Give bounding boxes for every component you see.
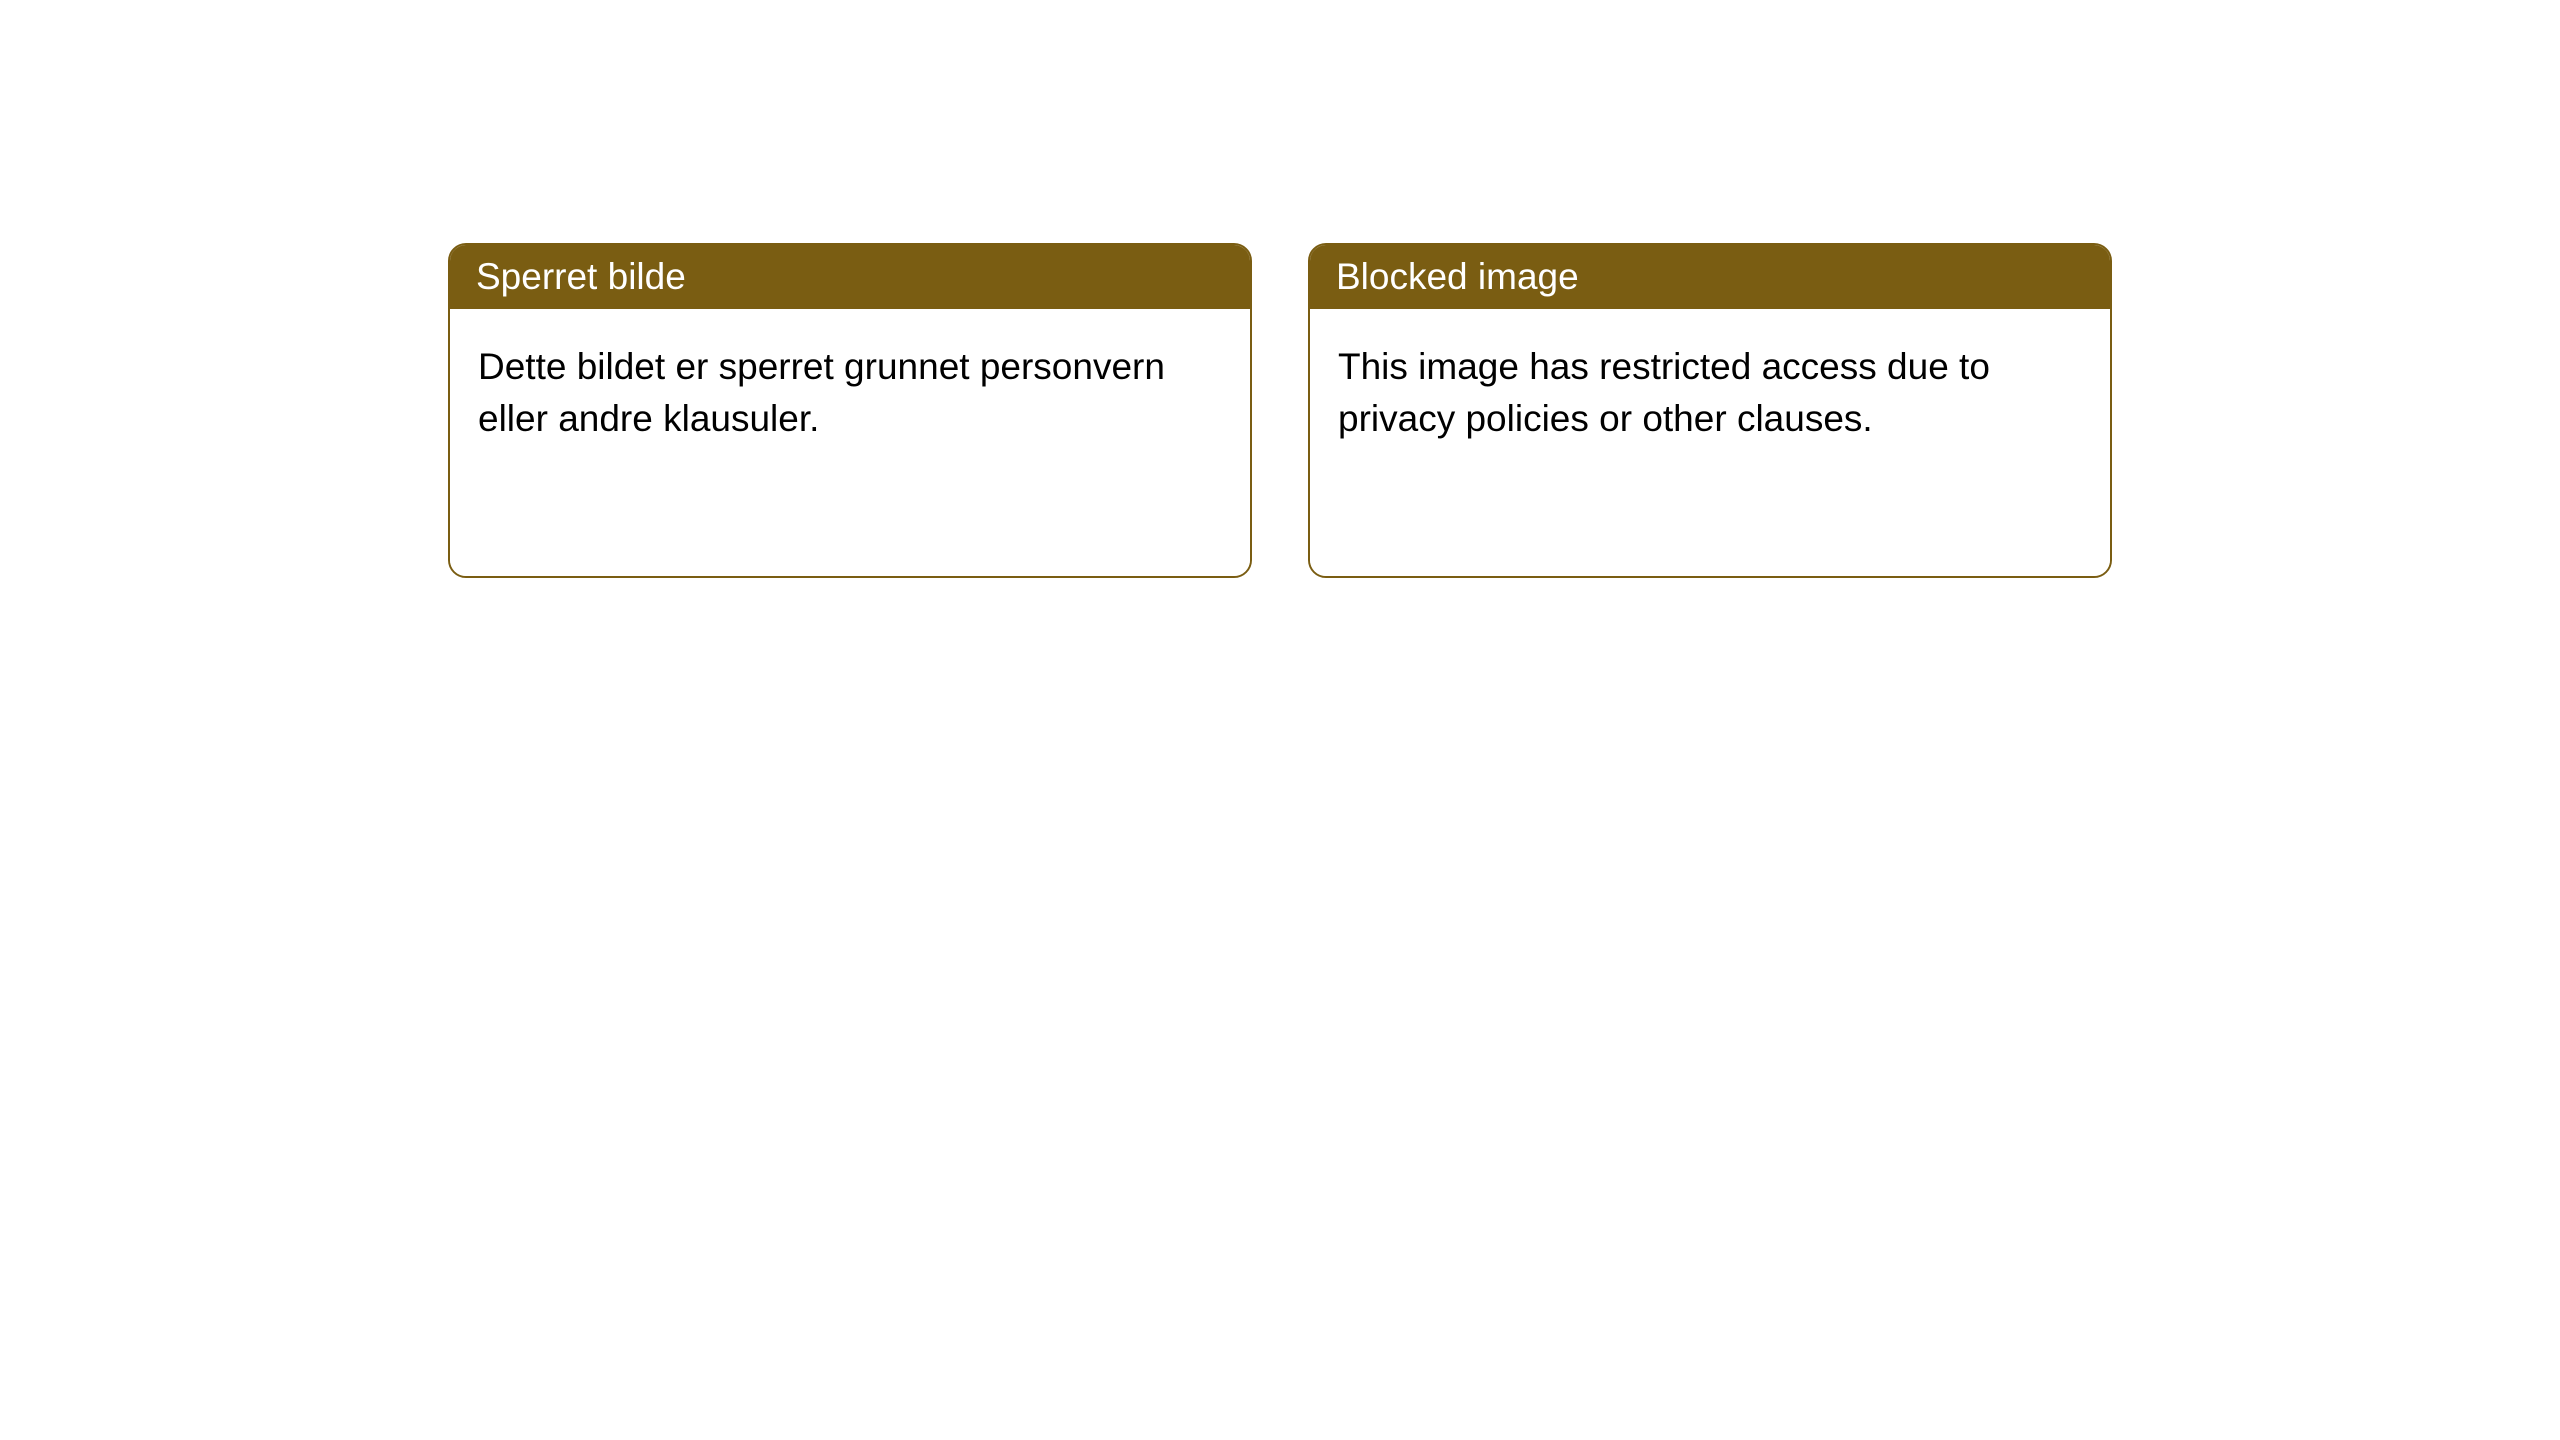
card-title: Sperret bilde <box>476 256 686 297</box>
notice-cards-container: Sperret bilde Dette bildet er sperret gr… <box>448 243 2112 578</box>
notice-card-norwegian: Sperret bilde Dette bildet er sperret gr… <box>448 243 1252 578</box>
card-body: This image has restricted access due to … <box>1310 309 2110 576</box>
card-body-text: This image has restricted access due to … <box>1338 346 1990 439</box>
notice-card-english: Blocked image This image has restricted … <box>1308 243 2112 578</box>
card-header: Blocked image <box>1310 245 2110 309</box>
card-body-text: Dette bildet er sperret grunnet personve… <box>478 346 1165 439</box>
card-header: Sperret bilde <box>450 245 1250 309</box>
card-title: Blocked image <box>1336 256 1579 297</box>
card-body: Dette bildet er sperret grunnet personve… <box>450 309 1250 576</box>
